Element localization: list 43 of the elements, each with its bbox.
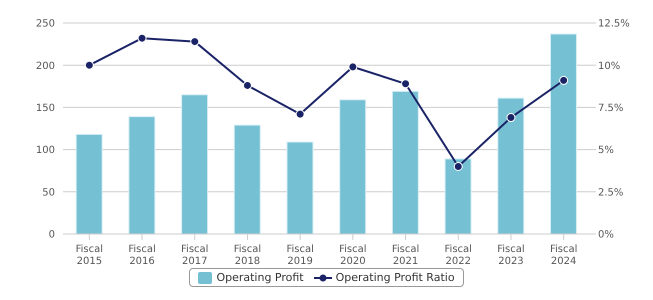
point	[401, 79, 410, 88]
x-tick-label: Fiscal 2016	[128, 244, 156, 267]
bar	[181, 94, 208, 234]
legend-label: Operating Profit	[215, 271, 304, 284]
point	[559, 76, 568, 85]
x-tick-label: Fiscal 2015	[76, 244, 104, 267]
bar	[234, 124, 261, 234]
x-tick-label: Fiscal 2021	[392, 244, 420, 267]
x-tick-label: Fiscal 2018	[234, 244, 262, 267]
bar	[128, 116, 156, 234]
point	[348, 62, 358, 72]
bar	[550, 33, 577, 234]
y-tick-label: 50	[42, 187, 55, 198]
y2-tick-label: 5%	[598, 145, 614, 156]
bar	[339, 99, 366, 234]
y-tick-label: 100	[36, 145, 55, 156]
x-tick-label: Fiscal 2023	[497, 244, 525, 267]
bar	[286, 142, 314, 234]
bar	[76, 134, 103, 234]
x-tick-label: Fiscal 2020	[339, 244, 367, 267]
y2-tick-label: 12.5%	[598, 18, 630, 30]
point	[454, 162, 463, 171]
x-tick-label: Fiscal 2024	[550, 244, 578, 267]
point	[138, 34, 147, 43]
x-tick-label: Fiscal 2022	[444, 244, 472, 267]
y2-tick-label: 2.5%	[598, 187, 624, 198]
x-tick-label: Fiscal 2017	[181, 244, 208, 267]
point	[296, 110, 305, 119]
y2-tick-label: 0%	[598, 230, 614, 241]
x-tick-label: Fiscal 2019	[286, 244, 314, 267]
point	[506, 113, 516, 122]
bar	[444, 158, 472, 234]
y-tick-label: 200	[36, 60, 55, 72]
y-tick-label: 0	[48, 230, 55, 241]
point	[190, 37, 200, 46]
bar	[497, 98, 524, 234]
legend-label: Operating Profit Ratio	[334, 271, 455, 284]
y2-tick-label: 7.5%	[598, 102, 624, 114]
y-tick-label: 150	[36, 102, 55, 114]
point	[84, 60, 94, 70]
bar	[392, 90, 419, 234]
y2-tick-label: 10%	[598, 60, 620, 72]
y-tick-label: 250	[36, 18, 55, 30]
